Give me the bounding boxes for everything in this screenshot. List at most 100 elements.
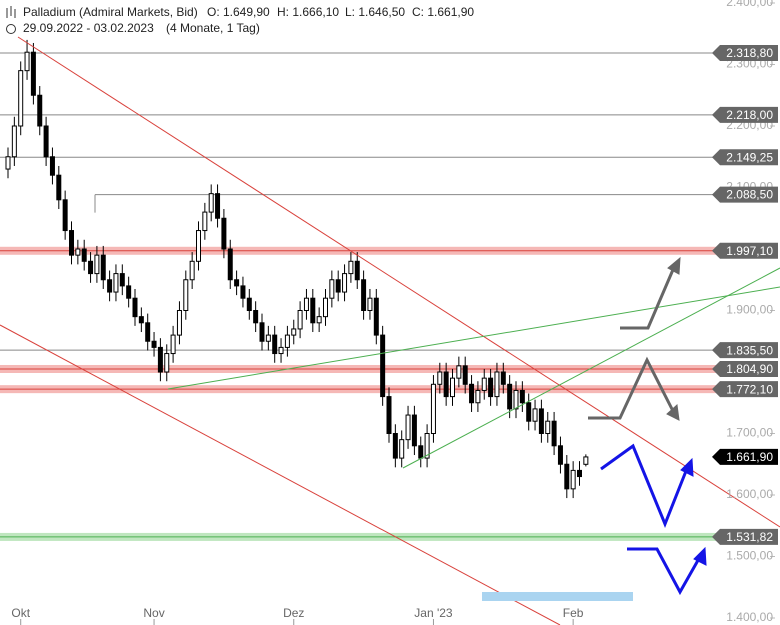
x-axis: Okt Nov Dez Jan '23 Feb	[11, 606, 584, 625]
candle-body	[170, 334, 176, 355]
level-labels: 2.318,80 2.218,00 2.149,25 2.088,50 1.997,10…	[712, 44, 778, 545]
ohlc-low: L: 1.646,50	[345, 5, 405, 19]
candle-body	[75, 248, 81, 256]
level-label-box	[712, 44, 778, 61]
candle-body	[361, 279, 367, 311]
candle-body	[138, 316, 144, 324]
candle-body	[126, 285, 132, 299]
candle-body	[30, 51, 36, 96]
candle-body	[246, 297, 252, 312]
clock-icon	[6, 24, 16, 34]
candle-body	[507, 383, 513, 410]
candle-body	[265, 334, 271, 342]
candle-body	[81, 248, 87, 262]
arrow-head	[667, 256, 681, 275]
x-tick-label: Dez	[283, 606, 304, 620]
trend-line	[17, 36, 780, 528]
candle-body	[234, 279, 240, 287]
candle-body	[119, 273, 125, 287]
candle-body	[278, 346, 284, 355]
candle-body	[164, 353, 170, 373]
candle-body	[291, 328, 297, 336]
level-label: 1.997,10	[726, 244, 773, 258]
y-tick-label: 2.400,00	[726, 0, 773, 9]
candle-body	[157, 346, 163, 373]
arrow-head	[693, 546, 707, 566]
candle-body	[183, 279, 189, 311]
candle-body	[227, 248, 233, 281]
trend-line	[0, 324, 561, 625]
candle-body	[481, 377, 487, 391]
candle-body	[69, 230, 74, 256]
candle-body	[443, 371, 449, 398]
candle-body	[208, 193, 214, 213]
time-zone	[482, 592, 633, 601]
candle-body	[62, 199, 68, 232]
candle-body	[107, 279, 113, 293]
candle-body	[297, 310, 303, 330]
ohlc-close: C: 1.661,90	[412, 5, 474, 19]
candle-body	[253, 310, 259, 324]
candle-body	[513, 389, 519, 410]
arrow-head	[666, 403, 680, 421]
candle-body	[100, 254, 106, 281]
level-label-box	[712, 448, 778, 465]
candle-body	[348, 260, 354, 275]
candle-body	[240, 285, 246, 299]
candle-body	[500, 371, 506, 385]
candle-body	[519, 389, 525, 404]
level-label-box	[712, 528, 778, 545]
candle-body	[11, 125, 17, 158]
candle-body	[113, 273, 119, 293]
candle-body	[564, 463, 570, 490]
candle-body	[411, 414, 417, 447]
candle-body	[335, 279, 341, 293]
candle-body	[329, 279, 335, 299]
candle-body	[202, 211, 208, 232]
candle-body	[272, 334, 278, 355]
y-tick-label: 1.500,00	[726, 549, 773, 563]
candle-body	[437, 371, 443, 385]
y-tick-label: 1.400,00	[726, 610, 773, 624]
level-label-box	[712, 381, 778, 398]
x-tick-label: Feb	[563, 606, 584, 620]
candle-body	[450, 377, 455, 398]
level-label: 1.804,90	[726, 362, 773, 376]
candle-body	[456, 365, 462, 379]
candle-body	[43, 125, 49, 158]
level-label-box	[712, 242, 778, 259]
level-label: 2.318,80	[726, 46, 773, 60]
x-tick-label: Nov	[143, 606, 164, 620]
trend-line	[167, 286, 780, 390]
candle-body	[526, 402, 532, 422]
candle-body	[303, 297, 309, 312]
candle-body	[424, 433, 430, 459]
candle-body	[132, 297, 138, 318]
date-range: 29.09.2022 - 03.02.2023	[23, 21, 154, 35]
candle-body	[462, 365, 468, 385]
period: (4 Monate, 1 Tag)	[166, 21, 260, 35]
level-label-box	[712, 360, 778, 377]
candle-body	[56, 174, 62, 201]
candle-body	[494, 371, 500, 398]
candle-body	[570, 469, 576, 490]
level-label-box	[712, 186, 778, 203]
candle-body	[151, 340, 157, 348]
candle-body	[399, 439, 405, 459]
candle-body	[532, 408, 538, 422]
candle-body	[310, 297, 316, 324]
candle-body	[577, 469, 582, 478]
level-label: 1.835,50	[726, 343, 773, 357]
candle-body	[189, 260, 195, 281]
candles	[5, 39, 589, 499]
levels	[0, 52, 720, 541]
candle-body	[284, 334, 290, 348]
candle-body	[367, 297, 373, 312]
arrow	[588, 356, 676, 420]
candle-body	[37, 94, 43, 127]
candle-body	[24, 51, 30, 72]
candle-body	[469, 383, 475, 404]
candle-body	[259, 322, 265, 342]
